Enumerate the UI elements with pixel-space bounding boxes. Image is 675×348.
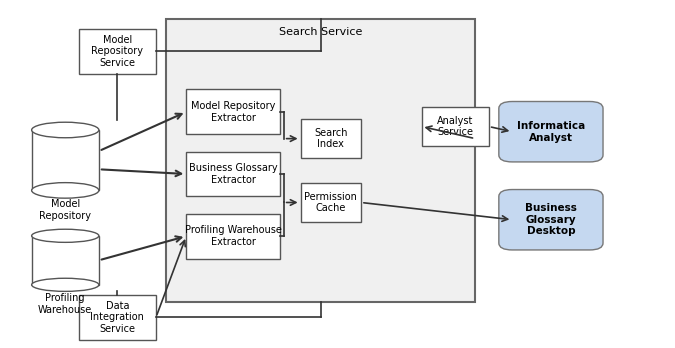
Ellipse shape [32, 229, 99, 242]
Text: Search
Index: Search Index [314, 128, 348, 149]
FancyBboxPatch shape [32, 236, 99, 285]
Text: Model
Repository: Model Repository [39, 199, 91, 221]
FancyBboxPatch shape [79, 295, 156, 340]
Text: Profiling Warehouse
Extractor: Profiling Warehouse Extractor [185, 226, 281, 247]
Text: Model Repository
Extractor: Model Repository Extractor [191, 101, 275, 122]
Text: Model
Repository
Service: Model Repository Service [91, 35, 143, 68]
FancyBboxPatch shape [186, 89, 280, 134]
FancyBboxPatch shape [166, 19, 475, 302]
FancyBboxPatch shape [499, 102, 603, 162]
Ellipse shape [32, 122, 99, 138]
FancyBboxPatch shape [300, 119, 361, 158]
Text: Permission
Cache: Permission Cache [304, 192, 357, 213]
FancyBboxPatch shape [300, 183, 361, 222]
Ellipse shape [32, 183, 99, 198]
FancyBboxPatch shape [499, 190, 603, 250]
Ellipse shape [32, 278, 99, 291]
Text: Analyst
Service: Analyst Service [437, 116, 473, 137]
Text: Business Glossary
Extractor: Business Glossary Extractor [189, 163, 277, 185]
Text: Informatica
Analyst: Informatica Analyst [517, 121, 585, 143]
FancyBboxPatch shape [186, 214, 280, 259]
FancyBboxPatch shape [421, 107, 489, 147]
Text: Profiling
Warehouse: Profiling Warehouse [38, 293, 92, 315]
Text: Data
Integration
Service: Data Integration Service [90, 301, 144, 334]
FancyBboxPatch shape [79, 29, 156, 74]
Text: Search Service: Search Service [279, 27, 362, 38]
Text: Business
Glossary
Desktop: Business Glossary Desktop [525, 203, 577, 236]
FancyBboxPatch shape [186, 152, 280, 196]
FancyBboxPatch shape [32, 130, 99, 190]
